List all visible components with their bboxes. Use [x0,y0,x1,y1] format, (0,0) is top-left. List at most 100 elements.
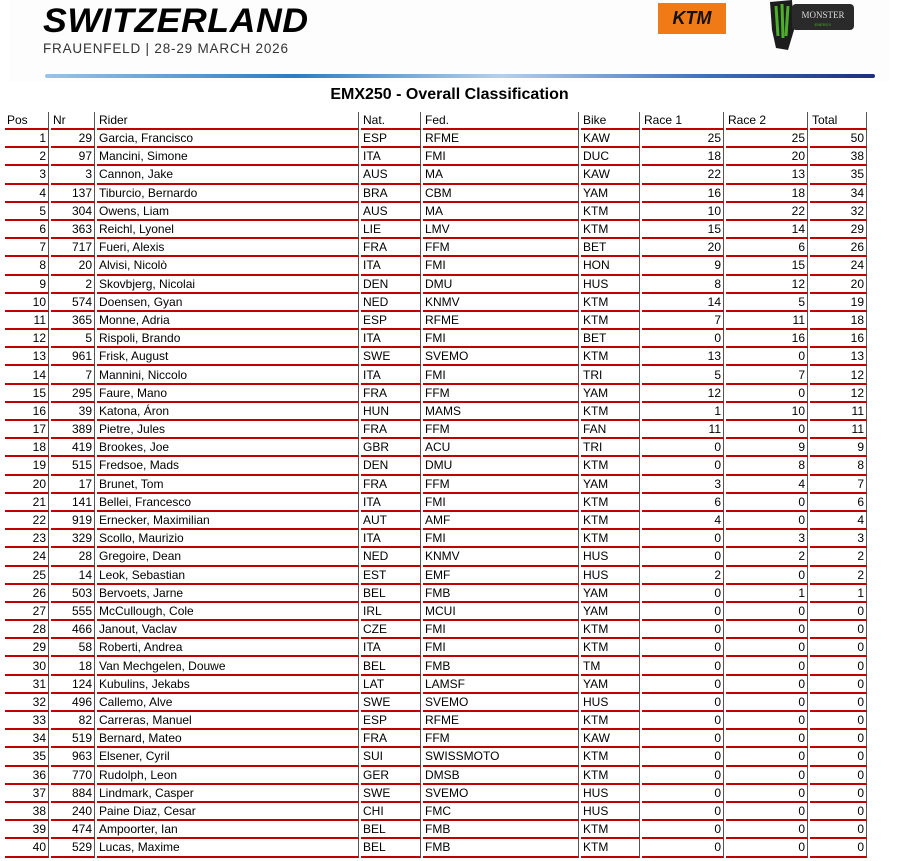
cell-race2: 0 [726,639,808,658]
cell-nr: 496 [51,693,95,712]
table-row: 30 18 Van Mechgelen, Douwe BEL FMB TM 0 0 0 [5,657,867,676]
cell-bike: KTM [581,311,640,331]
cell-pos: 18 [5,439,49,458]
cell-pos: 34 [5,730,49,749]
cell-total: 32 [810,202,867,221]
cell-race2: 9 [726,439,808,458]
cell-race1: 22 [642,166,724,185]
cell-nat: ITA [361,639,421,658]
table-row: 40 529 Lucas, Maxime BEL FMB KTM 0 0 0 [5,839,867,858]
cell-nr: 141 [51,493,95,512]
cell-fed: RFME [423,130,579,149]
cell-race2: 20 [726,148,808,167]
cell-rider: Garcia, Francisco [97,130,359,149]
cell-fed: FMI [423,639,579,658]
cell-total: 18 [810,311,867,331]
cell-bike: KTM [581,402,640,421]
cell-rider: Kubulins, Jekabs [97,675,359,694]
cell-total: 2 [810,566,867,585]
cell-rider: Leok, Sebastian [97,566,359,585]
cell-pos: 19 [5,457,49,476]
cell-fed: SVEMO [423,348,579,367]
cell-nat: SWE [361,693,421,712]
cell-pos: 6 [5,220,49,240]
cell-rider: Alvisi, Nicolò [97,257,359,276]
cell-race1: 15 [642,220,724,240]
cell-rider: Rispoli, Brando [97,330,359,349]
cell-fed: ACU [423,439,579,458]
cell-nr: 58 [51,639,95,658]
cell-nr: 574 [51,293,95,312]
cell-nat: FRA [361,475,421,494]
cell-fed: FMB [423,821,579,840]
cell-race2: 1 [726,584,808,603]
cell-nat: NED [361,548,421,567]
cell-rider: Rudolph, Leon [97,766,359,785]
cell-race2: 22 [726,202,808,221]
cell-race1: 13 [642,348,724,367]
cell-total: 2 [810,548,867,567]
cell-nr: 555 [51,602,95,622]
cell-race1: 1 [642,402,724,421]
cell-nr: 28 [51,548,95,567]
cell-nat: ESP [361,130,421,149]
cell-fed: FFM [423,384,579,403]
cell-race1: 6 [642,493,724,512]
cell-bike: YAM [581,675,640,694]
cell-race2: 0 [726,602,808,622]
cell-race2: 5 [726,293,808,312]
cell-nat: FRA [361,384,421,403]
cell-race1: 0 [642,621,724,640]
cell-race2: 0 [726,802,808,822]
cell-rider: Mannini, Niccolo [97,366,359,385]
cell-nr: 529 [51,839,95,858]
cell-race2: 0 [726,712,808,731]
cell-nr: 3 [51,166,95,185]
cell-nat: ITA [361,530,421,549]
cell-nat: ITA [361,330,421,349]
cell-total: 7 [810,475,867,494]
cell-nat: BEL [361,821,421,840]
cell-race2: 0 [726,566,808,585]
cell-bike: KAW [581,730,640,749]
cell-bike: KTM [581,621,640,640]
table-row: 39 474 Ampoorter, Ian BEL FMB KTM 0 0 0 [5,821,867,840]
cell-rider: Janout, Vaclav [97,621,359,640]
table-row: 10 574 Doensen, Gyan NED KNMV KTM 14 5 19 [5,293,867,312]
cell-bike: YAM [581,184,640,203]
cell-nr: 365 [51,311,95,331]
cell-race1: 8 [642,275,724,294]
cell-race2: 7 [726,366,808,385]
table-row: 2 97 Mancini, Simone ITA FMI DUC 18 20 38 [5,148,867,167]
cell-nr: 39 [51,402,95,421]
cell-total: 11 [810,402,867,421]
cell-rider: Scollo, Maurizio [97,530,359,549]
cell-rider: Bernard, Mateo [97,730,359,749]
cell-race1: 0 [642,839,724,858]
cell-bike: KTM [581,493,640,512]
cell-total: 0 [810,784,867,803]
cell-rider: Fueri, Alexis [97,239,359,258]
cell-nat: GBR [361,439,421,458]
cell-rider: Lindmark, Casper [97,784,359,803]
cell-pos: 3 [5,166,49,185]
cell-rider: Frisk, August [97,348,359,367]
cell-pos: 25 [5,566,49,585]
table-row: 12 5 Rispoli, Brando ITA FMI BET 0 16 16 [5,330,867,349]
cell-race1: 0 [642,439,724,458]
cell-total: 8 [810,457,867,476]
cell-bike: HUS [581,784,640,803]
cell-bike: YAM [581,384,640,403]
cell-nr: 240 [51,802,95,822]
cell-race2: 3 [726,530,808,549]
cell-pos: 31 [5,675,49,694]
cell-race1: 0 [642,784,724,803]
cell-fed: MCUI [423,602,579,622]
cell-race2: 0 [726,839,808,858]
cell-bike: KTM [581,821,640,840]
cell-total: 0 [810,839,867,858]
cell-bike: HUS [581,693,640,712]
cell-pos: 5 [5,202,49,221]
cell-nr: 419 [51,439,95,458]
cell-race2: 25 [726,130,808,149]
